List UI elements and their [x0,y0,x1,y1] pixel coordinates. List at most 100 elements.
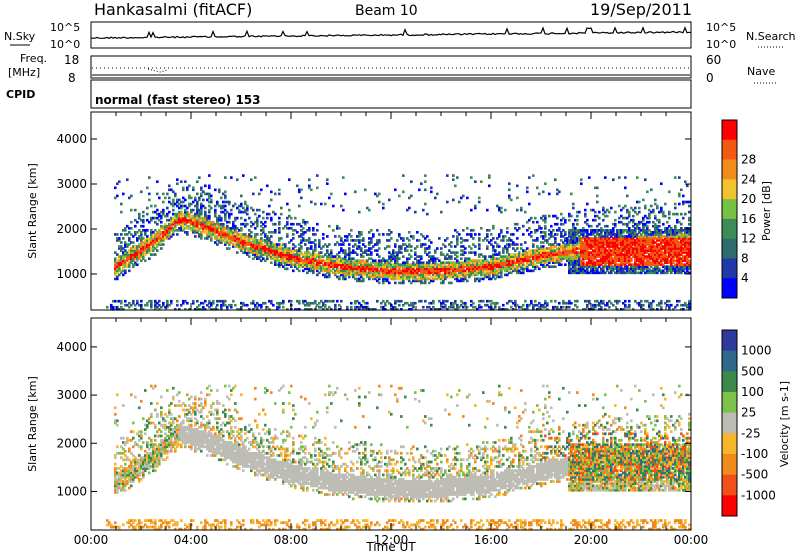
power-cell [126,259,129,263]
power-cell [634,259,637,263]
power-cell [226,220,229,224]
power-cell [494,261,497,265]
power-cell [176,178,179,182]
power-cell [276,305,279,309]
power-cell [630,237,633,240]
power-cell [440,269,443,273]
power-cell [344,257,347,261]
power-cell [388,269,391,273]
power-cell [194,231,197,234]
power-cell [254,241,257,244]
power-cell [194,308,197,311]
power-cell [254,247,257,250]
power-cell [444,305,447,309]
power-cell [260,245,263,248]
power-cell [346,259,349,263]
power-cell [590,247,593,250]
power-cell [558,259,561,263]
power-cell [546,257,549,261]
power-cell [154,216,157,220]
power-cell [618,249,621,252]
power-cell [260,303,263,307]
power-cell [640,251,643,254]
power-cell [306,303,309,307]
power-cell [194,235,197,238]
power-cell [642,303,645,307]
power-cell [624,255,627,258]
power-cell [470,176,473,179]
power-cell [622,206,625,210]
power-cell [356,305,359,309]
power-cell [648,271,651,275]
power-cell [302,261,305,265]
power-cell [644,251,647,254]
power-cell [516,196,519,200]
power-cell [116,239,119,242]
power-cell [514,222,517,226]
power-cell [140,231,143,234]
power-cell [252,301,255,305]
power-cell [532,265,535,269]
power-cell [596,267,599,271]
power-cell [174,229,177,232]
power-cell [196,214,199,218]
power-cell [370,269,373,273]
power-cell [362,277,365,281]
power-cell [136,239,139,242]
power-cell [308,265,311,269]
power-cell [270,249,273,252]
power-cell [224,237,227,240]
power-cell [268,231,271,234]
power-cell [508,196,511,200]
power-cell [638,210,641,214]
power-cell [316,222,319,226]
power-cell [502,265,505,269]
power-cell [542,190,545,194]
power-cell [648,216,651,220]
power-cell [386,275,389,279]
power-cell [222,200,225,204]
power-cell [470,247,473,250]
power-cell [276,243,279,246]
power-cell [308,178,311,182]
power-cell [410,255,413,258]
power-cell [278,216,281,220]
power-cell [394,308,397,311]
power-cell [310,245,313,248]
power-cell [502,249,505,252]
power-cell [484,255,487,258]
power-cell [348,247,351,250]
power-cell [586,229,589,232]
power-cell [244,303,247,307]
power-cell [638,229,641,232]
power-cell [182,214,185,218]
power-cell [448,273,451,277]
power-cell [242,239,245,242]
power-cell [624,251,627,254]
power-cell [548,214,551,218]
power-cell [302,239,305,242]
power-cell [508,188,511,192]
power-cell [544,182,547,186]
power-cell [566,243,569,246]
power-cell [352,239,355,242]
power-cell [428,273,431,277]
power-cell [616,253,619,256]
power-cell [394,251,397,254]
power-cell [614,222,617,226]
power-cell [626,261,629,265]
power-cell [218,222,221,226]
power-cell [488,174,491,177]
power-cell [586,243,589,246]
power-cell [618,259,621,263]
power-cell [500,239,503,242]
power-cell [436,192,439,196]
power-cell [270,243,273,246]
power-cell [332,267,335,271]
power-cell [184,227,187,230]
power-cell [464,259,467,263]
power-cell [228,233,231,236]
power-cell [164,237,167,240]
power-cell [488,275,491,279]
